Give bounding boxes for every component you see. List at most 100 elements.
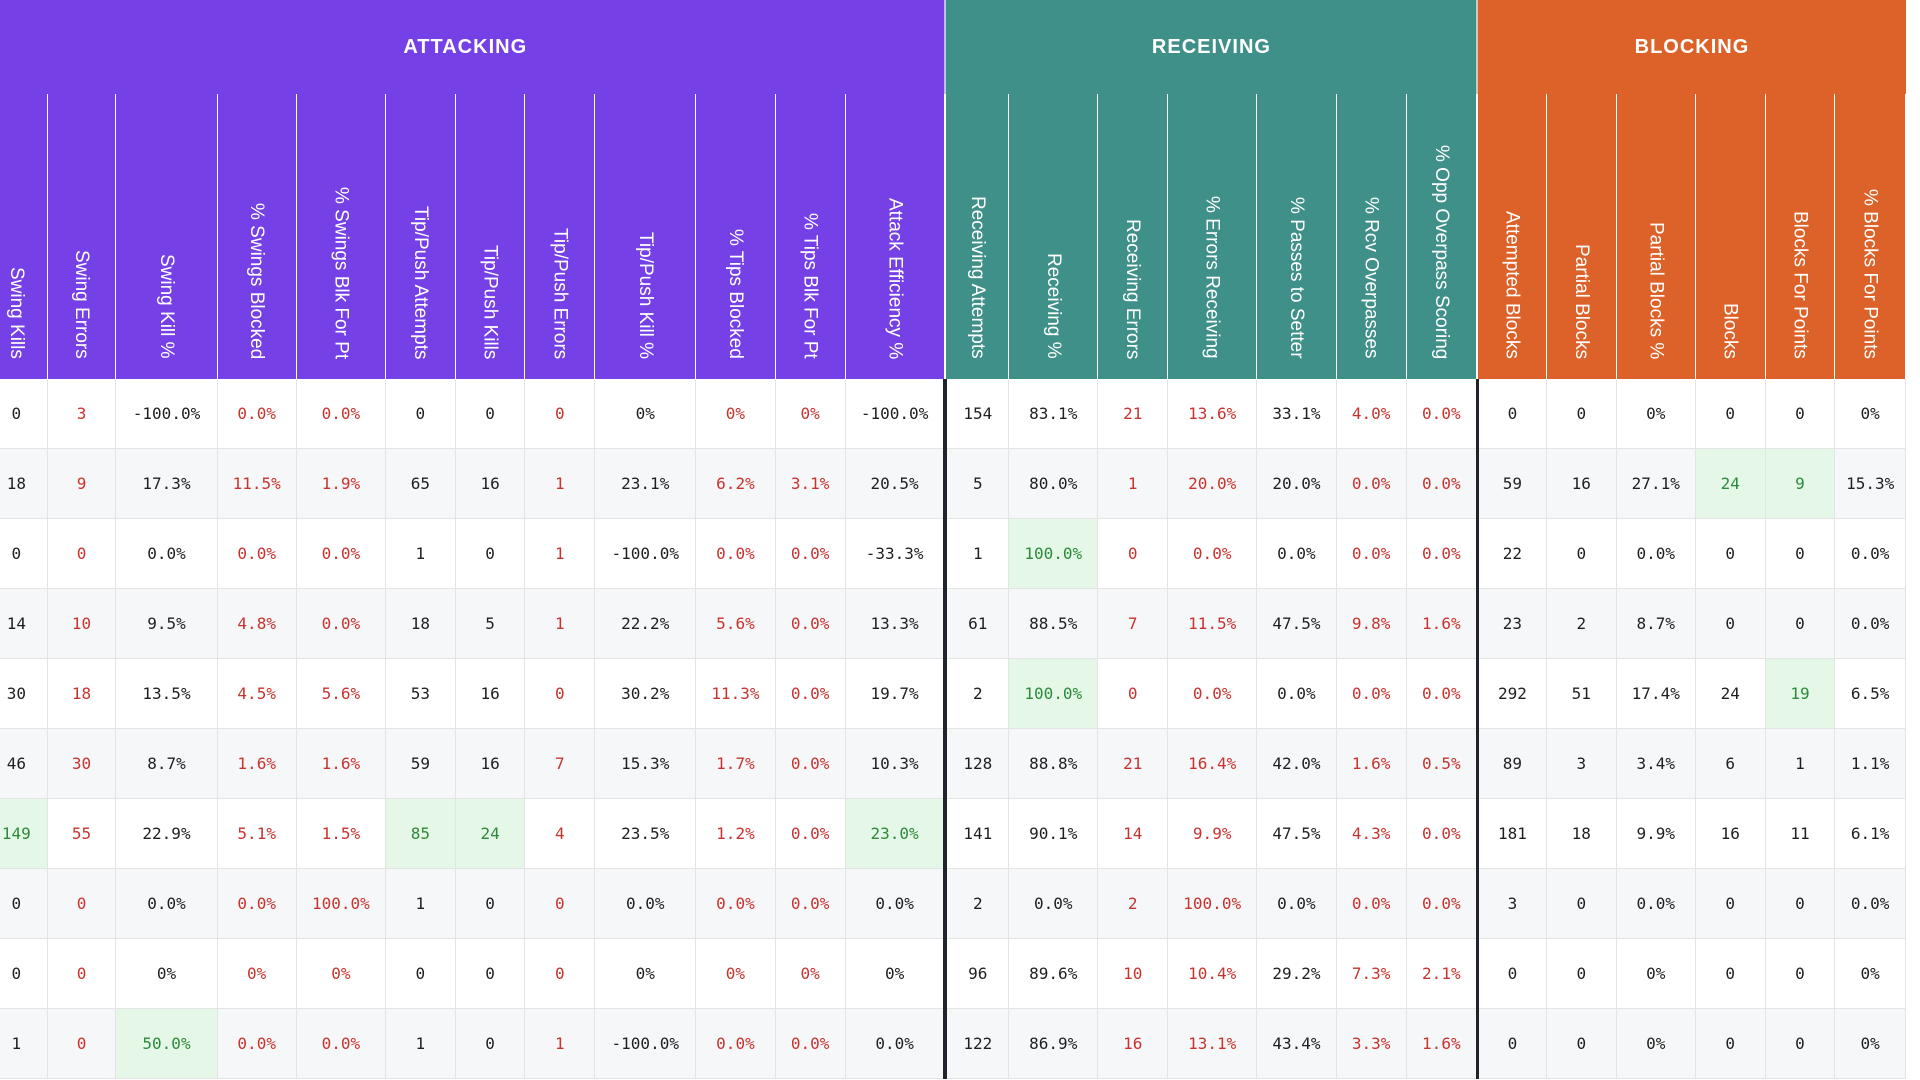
table-cell: 14: [1097, 798, 1169, 869]
table-cell: 89.6%: [1008, 938, 1099, 1009]
table-cell: 4: [524, 798, 596, 869]
table-cell: 22.9%: [115, 798, 218, 869]
table-cell: 0.0%: [1336, 518, 1407, 589]
column-header-tips-blk-for-pt[interactable]: % Tips Blk For Pt: [775, 94, 846, 379]
table-cell: 122: [945, 1008, 1010, 1079]
column-header-tip-push-kills[interactable]: Tip/Push Kills: [455, 94, 526, 379]
table-row[interactable]: 30 18 13.5% 4.5% 5.6% 53 16 0 30.2% 11.3% 0.0% 19.7…: [0, 658, 1906, 729]
table-cell: 0%: [1834, 938, 1906, 1009]
column-header-passes-to-setter[interactable]: % Passes to Setter: [1256, 94, 1337, 379]
table-cell: -100.0%: [594, 518, 697, 589]
table-cell: 83.1%: [1008, 379, 1099, 449]
table-row[interactable]: 0 0 0.0% 0.0% 100.0% 1 0 0 0.0% 0.0% 0.0% 0.0% 2 0.0%…: [0, 868, 1906, 939]
table-cell: 4.3%: [1336, 798, 1407, 869]
column-header-attack-efficiency[interactable]: Attack Efficiency %: [845, 94, 947, 379]
table-cell: 0: [1477, 1008, 1547, 1079]
column-header-label: Receiving Attempts: [966, 196, 988, 359]
table-cell: 0: [1695, 938, 1766, 1009]
table-cell: 10.4%: [1167, 938, 1258, 1009]
table-cell: 1: [1765, 728, 1836, 799]
table-cell: 13.6%: [1167, 379, 1258, 449]
table-cell: 0.0%: [1336, 658, 1407, 729]
column-header-tips-blocked[interactable]: % Tips Blocked: [695, 94, 776, 379]
table-row[interactable]: 0 0 0.0% 0.0% 0.0% 1 0 1 -100.0% 0.0% 0.0% -33.3% 1 1…: [0, 518, 1906, 589]
table-cell: 59: [385, 728, 456, 799]
table-cell: 1.6%: [296, 728, 387, 799]
table-cell: 24: [1695, 658, 1766, 729]
table-cell: 80.0%: [1008, 448, 1099, 519]
table-row[interactable]: 149 55 22.9% 5.1% 1.5% 85 24 4 23.5% 1.2% 0.0% 23.0…: [0, 798, 1906, 869]
table-cell: 0%: [1616, 379, 1696, 449]
table-cell: 128: [945, 728, 1010, 799]
table-row[interactable]: 0 0 0% 0% 0% 0 0 0 0% 0% 0% 0% 96 89.6% 10 10.4% 29.2% 7.…: [0, 938, 1906, 1009]
table-cell: 16: [455, 728, 526, 799]
table-cell: 0.0%: [1834, 518, 1906, 589]
column-header-swing-kills[interactable]: Swing Kills: [0, 94, 48, 379]
table-cell: 3.3%: [1336, 1008, 1407, 1079]
table-cell: -100.0%: [845, 379, 948, 449]
table-cell: 9.8%: [1336, 588, 1407, 659]
column-header-label: Blocks: [1719, 303, 1741, 359]
table-cell: 0%: [695, 379, 776, 449]
column-header-swings-blocked[interactable]: % Swings Blocked: [217, 94, 297, 379]
column-header-label: % Errors Receiving: [1201, 196, 1223, 359]
column-header-blocks-for-points[interactable]: % Blocks For Points: [1834, 94, 1906, 379]
table-body: 0 3 -100.0% 0.0% 0.0% 0 0 0 0% 0% 0% -100.0% 154 83.1…: [0, 379, 1906, 1079]
column-header-tip-push-errors[interactable]: Tip/Push Errors: [524, 94, 596, 379]
column-header-tip-push-kill[interactable]: Tip/Push Kill %: [594, 94, 697, 379]
column-header-blocks-for-points[interactable]: Blocks For Points: [1765, 94, 1836, 379]
column-header-opp-overpass-scoring[interactable]: % Opp Overpass Scoring: [1406, 94, 1479, 379]
column-header-label: Tip/Push Attempts: [409, 205, 431, 359]
column-header-receiving-attempts[interactable]: Receiving Attempts: [945, 94, 1010, 379]
table-cell: 0: [1477, 379, 1547, 449]
table-row[interactable]: 1 0 50.0% 0.0% 0.0% 1 0 1 -100.0% 0.0% 0.0% 0.0% 122…: [0, 1008, 1906, 1079]
table-cell: 47.5%: [1256, 798, 1337, 869]
table-cell: 0.0%: [1256, 868, 1337, 939]
table-cell: 0%: [1616, 1008, 1696, 1079]
table-row[interactable]: 46 30 8.7% 1.6% 1.6% 59 16 7 15.3% 1.7% 0.0% 10.3% 1…: [0, 728, 1906, 799]
table-cell: 0.0%: [1834, 868, 1906, 939]
table-cell: 3.4%: [1616, 728, 1696, 799]
table-row[interactable]: 18 9 17.3% 11.5% 1.9% 65 16 1 23.1% 6.2% 3.1% 20.5%…: [0, 448, 1906, 519]
column-header-swing-kill[interactable]: Swing Kill %: [115, 94, 218, 379]
table-cell: 1.6%: [1336, 728, 1407, 799]
column-header-blocks[interactable]: Blocks: [1695, 94, 1766, 379]
column-header-receiving[interactable]: Receiving %: [1008, 94, 1099, 379]
table-cell: 154: [945, 379, 1010, 449]
table-cell: 16.4%: [1167, 728, 1258, 799]
column-header-tip-push-attempts[interactable]: Tip/Push Attempts: [385, 94, 456, 379]
table-cell: 1.5%: [296, 798, 387, 869]
table-cell: 100.0%: [1008, 658, 1099, 729]
table-cell: 9.9%: [1616, 798, 1696, 869]
table-cell: 0%: [845, 938, 948, 1009]
table-cell: 5: [455, 588, 526, 659]
column-header-rcv-overpasses[interactable]: % Rcv Overpasses: [1336, 94, 1407, 379]
table-cell: 11.5%: [1167, 588, 1258, 659]
table-cell: 0: [524, 658, 596, 729]
table-cell: 0.0%: [1406, 658, 1479, 729]
table-row[interactable]: 0 3 -100.0% 0.0% 0.0% 0 0 0 0% 0% 0% -100.0% 154 83.1…: [0, 379, 1906, 449]
table-cell: 0%: [115, 938, 218, 1009]
column-header-attempted-blocks[interactable]: Attempted Blocks: [1477, 94, 1547, 379]
table-row[interactable]: 14 10 9.5% 4.8% 0.0% 18 5 1 22.2% 5.6% 0.0% 13.3% 61…: [0, 588, 1906, 659]
table-cell: 23.1%: [594, 448, 697, 519]
table-cell: 0.0%: [1834, 588, 1906, 659]
table-cell: 1: [524, 518, 596, 589]
table-cell: 33.1%: [1256, 379, 1337, 449]
column-header-swing-errors[interactable]: Swing Errors: [47, 94, 117, 379]
column-header-partial-blocks[interactable]: Partial Blocks: [1546, 94, 1617, 379]
column-header-label: Receiving %: [1042, 253, 1064, 359]
column-header-errors-receiving[interactable]: % Errors Receiving: [1167, 94, 1258, 379]
table-cell: 0: [385, 379, 456, 449]
column-header-receiving-errors[interactable]: Receiving Errors: [1097, 94, 1169, 379]
table-cell: 0: [1695, 379, 1766, 449]
table-cell: 0: [47, 1008, 117, 1079]
column-header-swings-blk-for-pt[interactable]: % Swings Blk For Pt: [296, 94, 387, 379]
table-cell: 14: [0, 588, 48, 659]
table-cell: 0.0%: [775, 588, 846, 659]
table-cell: 88.5%: [1008, 588, 1099, 659]
group-header-row: ATTACKING RECEIVING BLOCKING: [0, 0, 1906, 94]
column-header-partial-blocks[interactable]: Partial Blocks %: [1616, 94, 1696, 379]
table-cell: 0: [455, 379, 526, 449]
table-cell: 0: [1546, 868, 1617, 939]
